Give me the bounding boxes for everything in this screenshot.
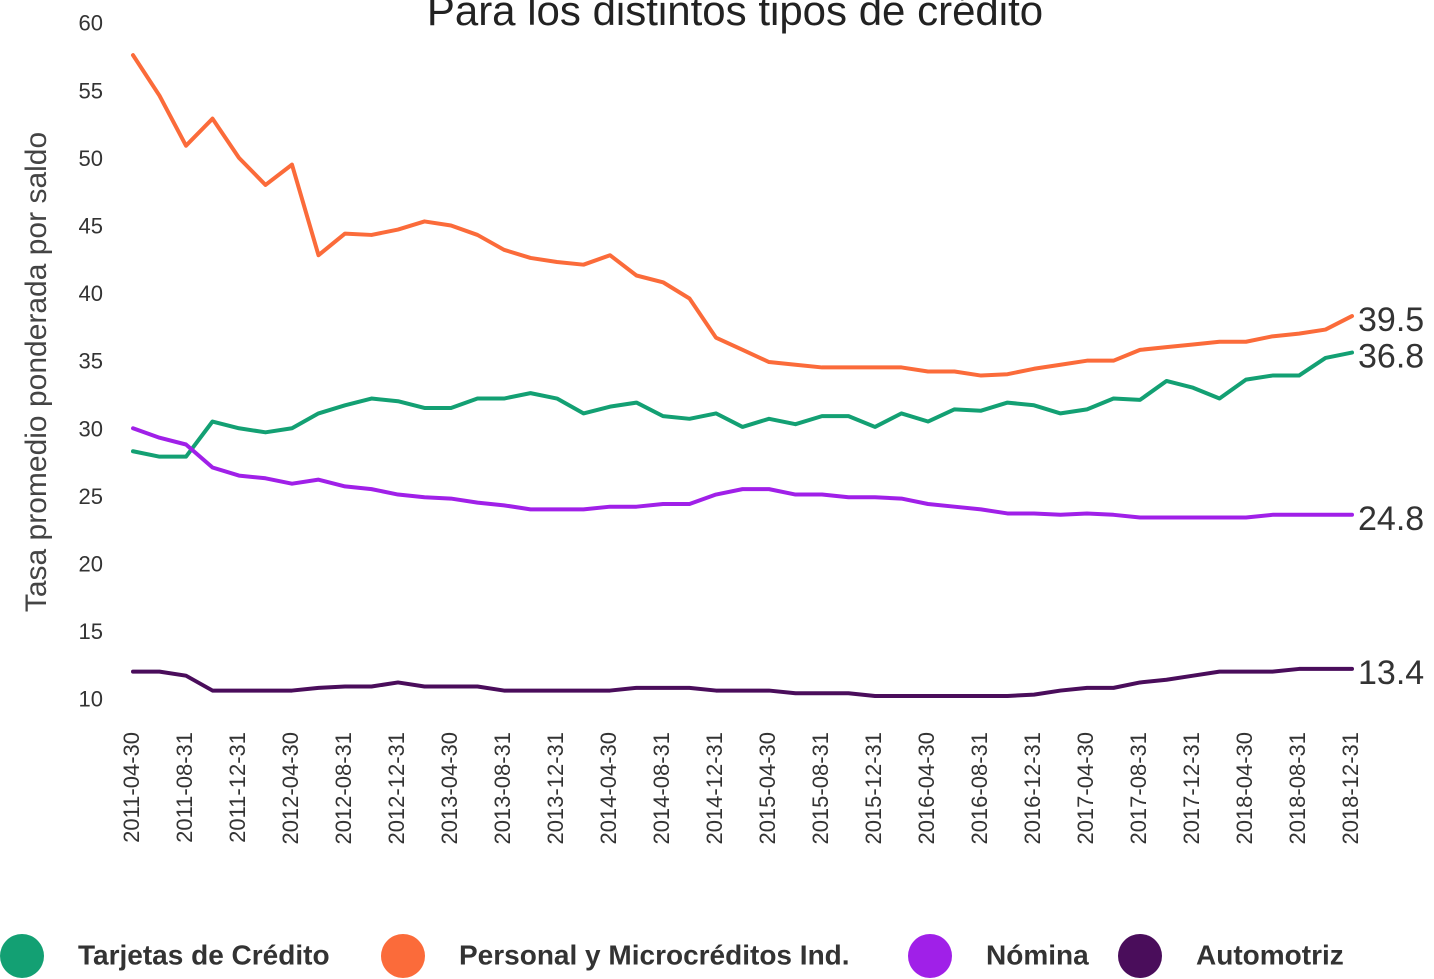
x-tick-label: 2012-04-30 — [278, 732, 303, 845]
x-tick-label: 2012-08-31 — [331, 732, 356, 845]
chart-title: Para los distintos tipos de crédito — [427, 0, 1043, 34]
x-tick-label: 2013-12-31 — [543, 732, 568, 845]
x-tick-label: 2014-12-31 — [702, 732, 727, 845]
legend-marker — [0, 934, 44, 978]
x-tick-label: 2017-12-31 — [1179, 732, 1204, 845]
x-tick-label: 2014-04-30 — [596, 732, 621, 845]
x-tick-label: 2013-04-30 — [437, 732, 462, 845]
x-tick-label: 2018-08-31 — [1285, 732, 1310, 845]
end-value-label: 36.8 — [1358, 338, 1424, 376]
legend-marker — [381, 934, 425, 978]
y-tick-label: 45 — [79, 214, 103, 239]
x-tick-label: 2015-08-31 — [808, 732, 833, 845]
y-tick-label: 30 — [79, 416, 103, 441]
end-value-label: 24.8 — [1358, 500, 1424, 538]
y-tick-label: 20 — [79, 552, 103, 577]
y-axis-label: Tasa promedio ponderada por saldo — [20, 132, 53, 612]
legend-label: Tarjetas de Crédito — [78, 939, 330, 970]
y-tick-label: 60 — [79, 11, 103, 36]
y-tick-label: 15 — [79, 619, 103, 644]
x-tick-label: 2011-08-31 — [172, 732, 197, 843]
y-tick-label: 40 — [79, 281, 103, 306]
x-tick-label: 2013-08-31 — [490, 732, 515, 845]
legend-label: Nómina — [986, 939, 1089, 970]
x-tick-label: 2016-12-31 — [1020, 732, 1045, 845]
x-tick-label: 2017-08-31 — [1126, 732, 1151, 845]
line — [131, 53, 1354, 378]
legend-marker — [908, 934, 952, 978]
y-tick-label: 25 — [79, 484, 103, 509]
x-tick-label: 2014-08-31 — [649, 732, 674, 845]
y-tick-label: 10 — [79, 687, 103, 712]
x-tick-label: 2016-04-30 — [914, 732, 939, 845]
x-tick-label: 2016-08-31 — [967, 732, 992, 845]
y-tick-label: 35 — [79, 349, 103, 374]
x-tick-label: 2015-04-30 — [755, 732, 780, 845]
x-tick-label: 2011-12-31 — [225, 732, 250, 843]
legend-marker — [1118, 934, 1162, 978]
x-tick-label: 2012-12-31 — [384, 732, 409, 845]
x-tick-label: 2017-04-30 — [1073, 732, 1098, 845]
legend-label: Automotriz — [1196, 939, 1344, 970]
line — [131, 426, 1354, 520]
x-tick-label: 2018-04-30 — [1232, 732, 1257, 845]
end-value-label: 39.5 — [1358, 301, 1424, 339]
legend-label: Personal y Microcréditos Ind. — [459, 939, 850, 970]
x-tick-label: 2018-12-31 — [1338, 732, 1363, 845]
x-tick-label: 2015-12-31 — [861, 732, 886, 845]
y-tick-label: 55 — [79, 78, 103, 103]
y-tick-label: 50 — [79, 146, 103, 171]
line — [131, 350, 1354, 459]
end-value-label: 13.4 — [1358, 654, 1424, 692]
line — [131, 666, 1354, 698]
x-tick-label: 2011-04-30 — [119, 732, 144, 843]
